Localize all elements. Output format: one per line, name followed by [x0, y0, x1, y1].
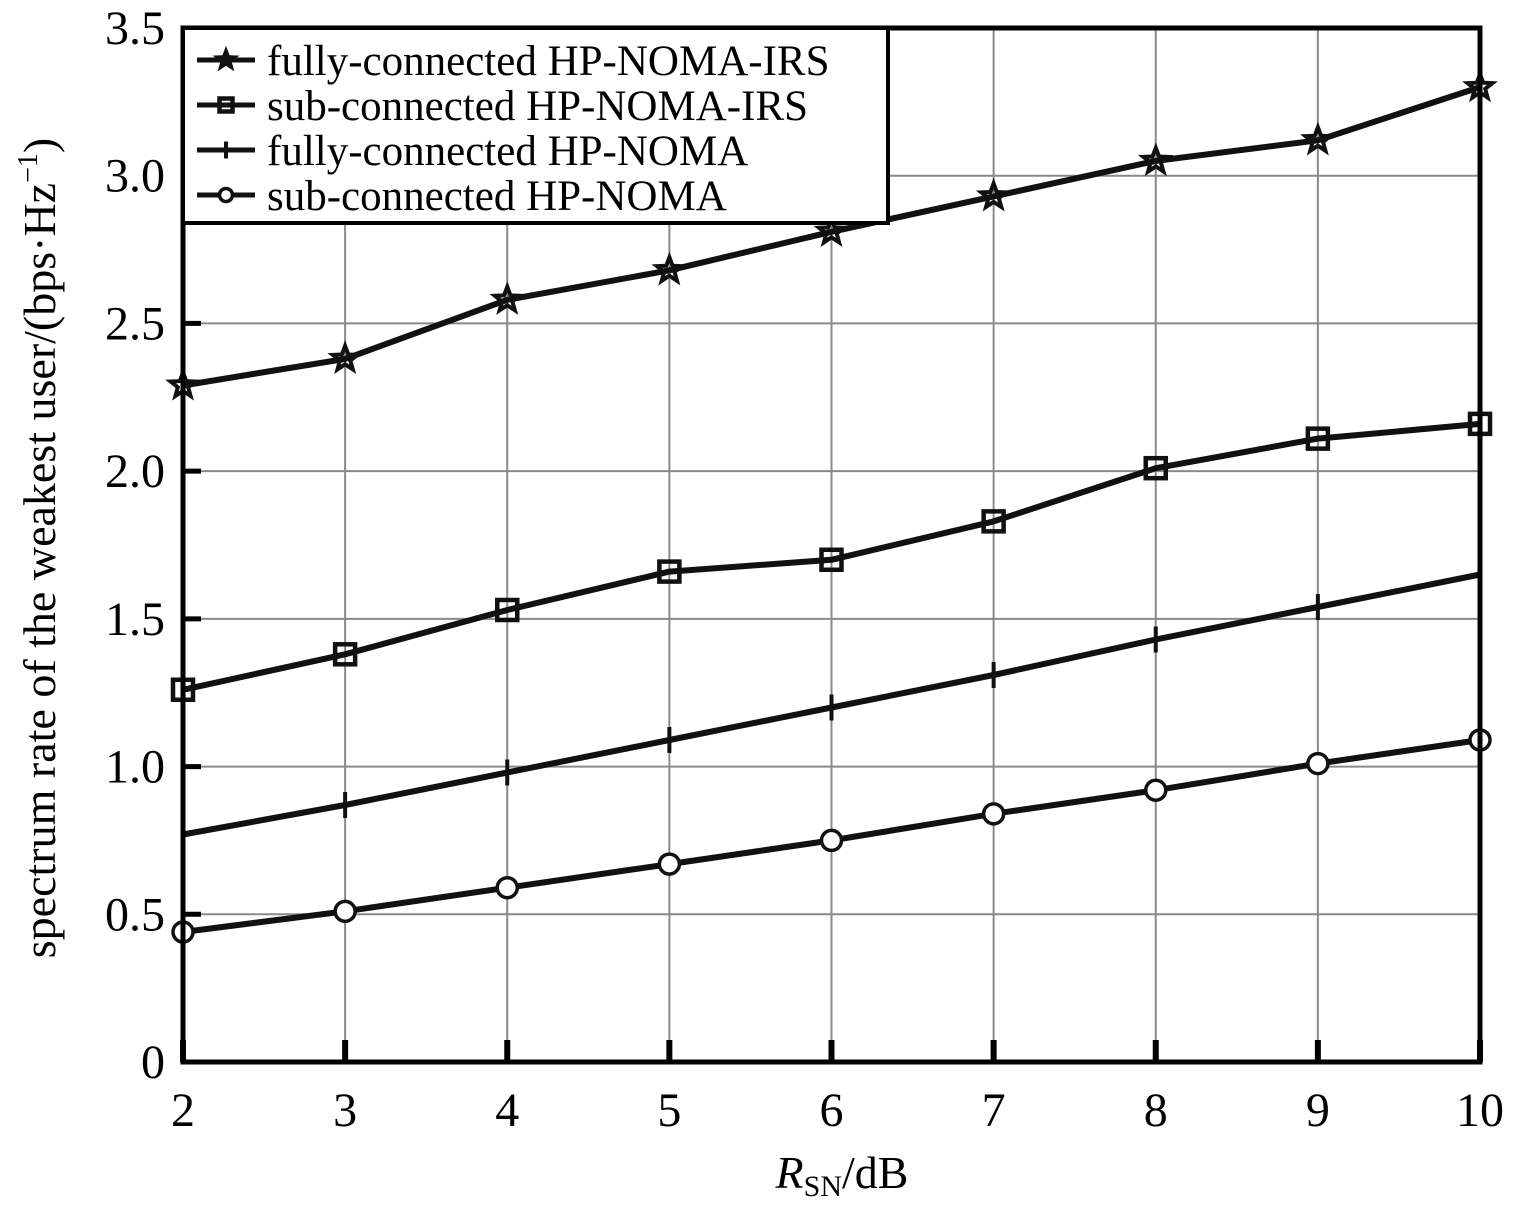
x-tick-label: 7: [982, 1084, 1006, 1137]
y-tick-label: 1.0: [105, 741, 165, 794]
square-marker: [981, 509, 1006, 534]
series-circle: [171, 728, 1492, 944]
series-square: [170, 411, 1493, 703]
y-tick-label: 3.0: [105, 150, 165, 203]
circle-marker: [1144, 778, 1168, 802]
legend-box: [181, 26, 890, 225]
star-marker: [327, 340, 363, 375]
circle-marker: [217, 186, 235, 204]
square-marker: [332, 642, 358, 667]
legend-label: sub-connected HP-NOMA: [267, 173, 727, 220]
legend-label: fully-connected HP-NOMA-IRS: [267, 38, 830, 85]
y-tick-label: 0.5: [105, 888, 165, 941]
star-marker: [1137, 142, 1174, 177]
star-marker: [813, 213, 850, 248]
square-marker: [1143, 455, 1168, 481]
square-marker: [819, 547, 844, 573]
series-star: [165, 68, 1498, 401]
circle-marker: [657, 852, 682, 876]
y-tick-label: 2.0: [105, 445, 165, 498]
x-tick-label: 10: [1456, 1084, 1504, 1137]
square-marker: [495, 597, 520, 623]
x-tick-label: 9: [1306, 1084, 1330, 1137]
x-tick-label: 8: [1144, 1084, 1168, 1137]
star-marker: [212, 45, 240, 72]
y-tick-label: 0: [141, 1036, 165, 1089]
series-line: [182, 84, 1481, 389]
y-tick-label: 3.5: [105, 2, 165, 55]
circle-marker: [981, 802, 1006, 826]
circle-marker: [1306, 751, 1330, 776]
y-tick-label: 2.5: [105, 297, 165, 350]
series-line: [182, 420, 1481, 693]
x-tick-label: 5: [657, 1084, 681, 1137]
star-marker: [1300, 121, 1336, 156]
square-marker: [217, 96, 235, 114]
circle-marker: [333, 899, 357, 924]
series-layer: [165, 68, 1498, 944]
y-tick-label: 1.5: [105, 593, 165, 646]
legend-label: sub-connected HP-NOMA-IRS: [267, 83, 808, 130]
legend-label: fully-connected HP-NOMA: [267, 128, 748, 175]
x-tick-label: 4: [495, 1084, 519, 1137]
x-tick-label: 6: [820, 1084, 844, 1137]
x-tick-label: 2: [171, 1084, 195, 1137]
circle-marker: [819, 828, 844, 853]
circle-marker: [495, 875, 519, 900]
y-axis-label: spectrum rate of the weakest user/(bps·H…: [13, 138, 65, 958]
star-marker: [651, 251, 688, 286]
square-marker: [657, 559, 682, 584]
square-marker: [1305, 426, 1331, 451]
axes-layer: 2 3 4 5 6 7 8 9 10 0 0.5 1.0 1.5 2.0 2.5 3.0 3.5: [105, 2, 1504, 1137]
star-marker: [489, 281, 526, 315]
legend: fully-connected HP-NOMA-IRSsub-connected…: [181, 26, 890, 225]
x-axis-label: RSN/dB: [775, 1147, 909, 1203]
star-marker: [975, 177, 1012, 212]
x-tick-label: 3: [333, 1084, 357, 1137]
